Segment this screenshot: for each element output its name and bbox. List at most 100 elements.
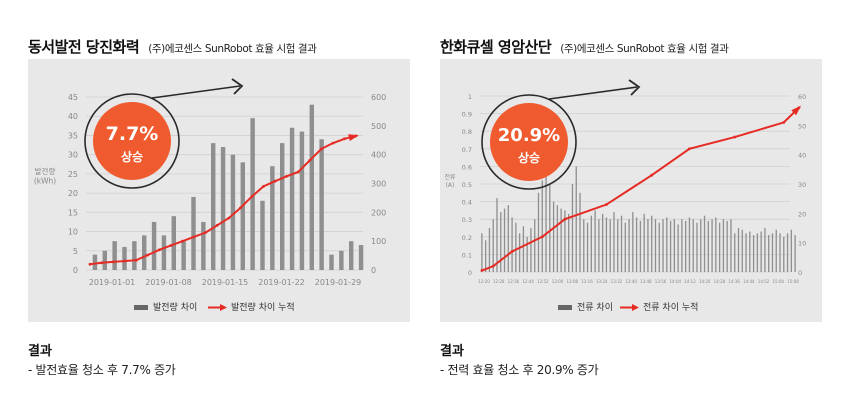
x-axis-tick: 14:44	[743, 279, 755, 284]
badge-percent: 7.7%	[106, 123, 159, 145]
bar	[775, 229, 777, 272]
left-result-title: 결과	[28, 344, 52, 359]
bar	[220, 146, 226, 270]
legend-line-arrowhead	[632, 304, 639, 311]
x-axis-tick: 12:44	[522, 279, 534, 284]
bar	[279, 143, 285, 270]
line-point	[540, 235, 544, 239]
bar	[511, 217, 513, 272]
line-point	[285, 174, 289, 178]
bar	[583, 219, 585, 272]
line-point	[215, 223, 219, 227]
x-axis-tick: 15:00	[773, 279, 785, 284]
right-axis-tick: 400	[371, 151, 386, 160]
x-axis-tick: 13:16	[581, 279, 593, 284]
bar	[481, 233, 483, 272]
right-axis-tick: 0	[798, 269, 802, 277]
bar	[552, 201, 555, 272]
left-axis-tick: 1	[468, 93, 472, 101]
line-point	[563, 217, 567, 221]
cumulative-line	[89, 134, 357, 266]
bar	[658, 222, 660, 272]
line-point	[343, 137, 346, 141]
bar	[745, 233, 747, 272]
line-point	[204, 231, 208, 234]
bar	[760, 231, 762, 272]
line-point	[331, 141, 335, 145]
bar	[673, 219, 676, 272]
bar	[518, 233, 521, 272]
bar	[568, 213, 570, 272]
bar	[564, 210, 566, 272]
bar	[601, 213, 604, 272]
line-point	[227, 216, 231, 220]
right-axis-tick: 50	[798, 122, 806, 130]
bar	[522, 226, 525, 272]
bar	[545, 173, 547, 272]
bar	[662, 219, 664, 272]
bar	[786, 233, 789, 272]
bar	[492, 219, 494, 272]
line-point	[650, 173, 654, 177]
bar	[579, 192, 581, 272]
right-axis-tick: 100	[371, 237, 386, 246]
right-axis-tick: 500	[371, 122, 386, 131]
right-result-title: 결과	[440, 344, 464, 359]
right-chart-area: 0 0.1 0.2 0.3 0.4 0.5 0.6 0.7 0.8 0.9 1 0 10 20 30 40 50…	[440, 59, 822, 322]
left-axis-tick: 0.6	[462, 163, 472, 171]
left-chart-area: 0 5 10 15 20 25 30 35 40 45 0 100 200 300 400 500 600 발전량…	[28, 59, 410, 322]
bar	[230, 154, 236, 270]
bar	[654, 219, 657, 272]
left-axis-tick: 0.9	[462, 111, 472, 119]
bar	[741, 229, 743, 272]
bar	[685, 220, 687, 272]
bar	[141, 235, 147, 270]
x-axis-tick: 2019-01-15	[202, 278, 249, 287]
x-axis-tick: 13:48	[640, 279, 652, 284]
bar	[534, 219, 536, 272]
bar	[299, 131, 305, 270]
left-chart-svg: 0 5 10 15 20 25 30 35 40 45 0 100 200 300 400 500 600 발전량…	[34, 78, 386, 313]
badge-pointer-arrow	[628, 79, 641, 96]
bar	[500, 212, 502, 272]
bar	[102, 250, 108, 270]
line-point	[262, 184, 265, 188]
bar	[594, 210, 596, 272]
bar	[151, 221, 157, 270]
increase-badge	[490, 103, 568, 181]
x-axis-tick: 2019-01-01	[89, 278, 136, 287]
line-point	[146, 253, 150, 257]
left-axis-tick: 0.8	[462, 128, 472, 136]
bar	[598, 219, 600, 272]
line-point	[491, 264, 495, 268]
left-axis-tick: 0.7	[462, 146, 472, 154]
right-title-sub: (주)에코센스 SunRobot 효율 시험 결과	[560, 43, 729, 55]
bar	[590, 215, 592, 272]
line-point	[88, 262, 92, 266]
badge-label: 상승	[121, 149, 143, 164]
bar	[210, 143, 216, 270]
x-axis-tick: 14:52	[758, 279, 770, 284]
legend-bar-swatch	[558, 305, 572, 310]
line-point	[100, 261, 103, 265]
bar	[688, 217, 691, 272]
x-axis-tick: 14:04	[670, 279, 682, 284]
bar	[707, 220, 709, 272]
right-axis-tick: 20	[798, 210, 806, 218]
bar	[628, 219, 630, 272]
x-axis-tick: 2019-01-22	[258, 278, 305, 287]
bar	[541, 180, 543, 272]
x-axis-tick: 12:20	[478, 279, 490, 284]
badge-pointer-line	[548, 86, 638, 100]
bar	[749, 231, 751, 272]
bar	[718, 222, 721, 272]
line-point	[688, 147, 691, 151]
bar	[677, 224, 679, 272]
bar	[319, 139, 324, 270]
left-axis-tick: 0.5	[462, 181, 472, 189]
left-title-main: 동서발전 당진화력	[28, 38, 140, 56]
right-axis-tick: 0	[371, 266, 376, 275]
bar	[605, 217, 608, 272]
bar	[692, 219, 694, 272]
left-axis-tick: 40	[68, 112, 78, 121]
